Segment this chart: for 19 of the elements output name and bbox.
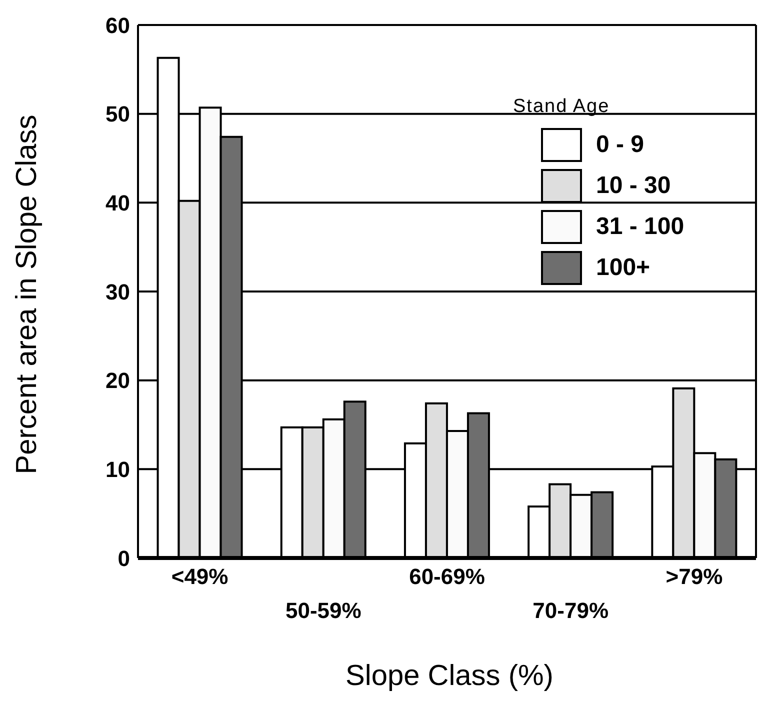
y-axis-title: Percent area in Slope Class bbox=[12, 114, 44, 474]
x-tick-label: >79% bbox=[666, 564, 723, 589]
y-tick-label: 0 bbox=[118, 546, 130, 571]
y-tick-label: 50 bbox=[106, 102, 130, 127]
x-tick-label: 50-59% bbox=[285, 598, 362, 623]
legend-label: 0 - 9 bbox=[596, 130, 644, 158]
x-axis-title: Slope Class (%) bbox=[344, 660, 554, 693]
legend-label: 31 - 100 bbox=[596, 212, 684, 240]
y-tick-label: 10 bbox=[106, 456, 130, 482]
x-tick-label: <49% bbox=[171, 564, 228, 589]
legend-label: 10 - 30 bbox=[596, 172, 671, 200]
x-tick-label: 60-69% bbox=[409, 564, 485, 589]
y-tick-label: 60 bbox=[106, 12, 130, 38]
legend-title: Stand Age bbox=[513, 96, 611, 118]
legend-label: 100+ bbox=[596, 254, 650, 282]
y-tick-label: 40 bbox=[106, 190, 130, 216]
x-tick-label: 70-79% bbox=[532, 598, 609, 623]
y-tick-label: 30 bbox=[106, 279, 130, 304]
y-tick-label: 20 bbox=[106, 368, 130, 394]
